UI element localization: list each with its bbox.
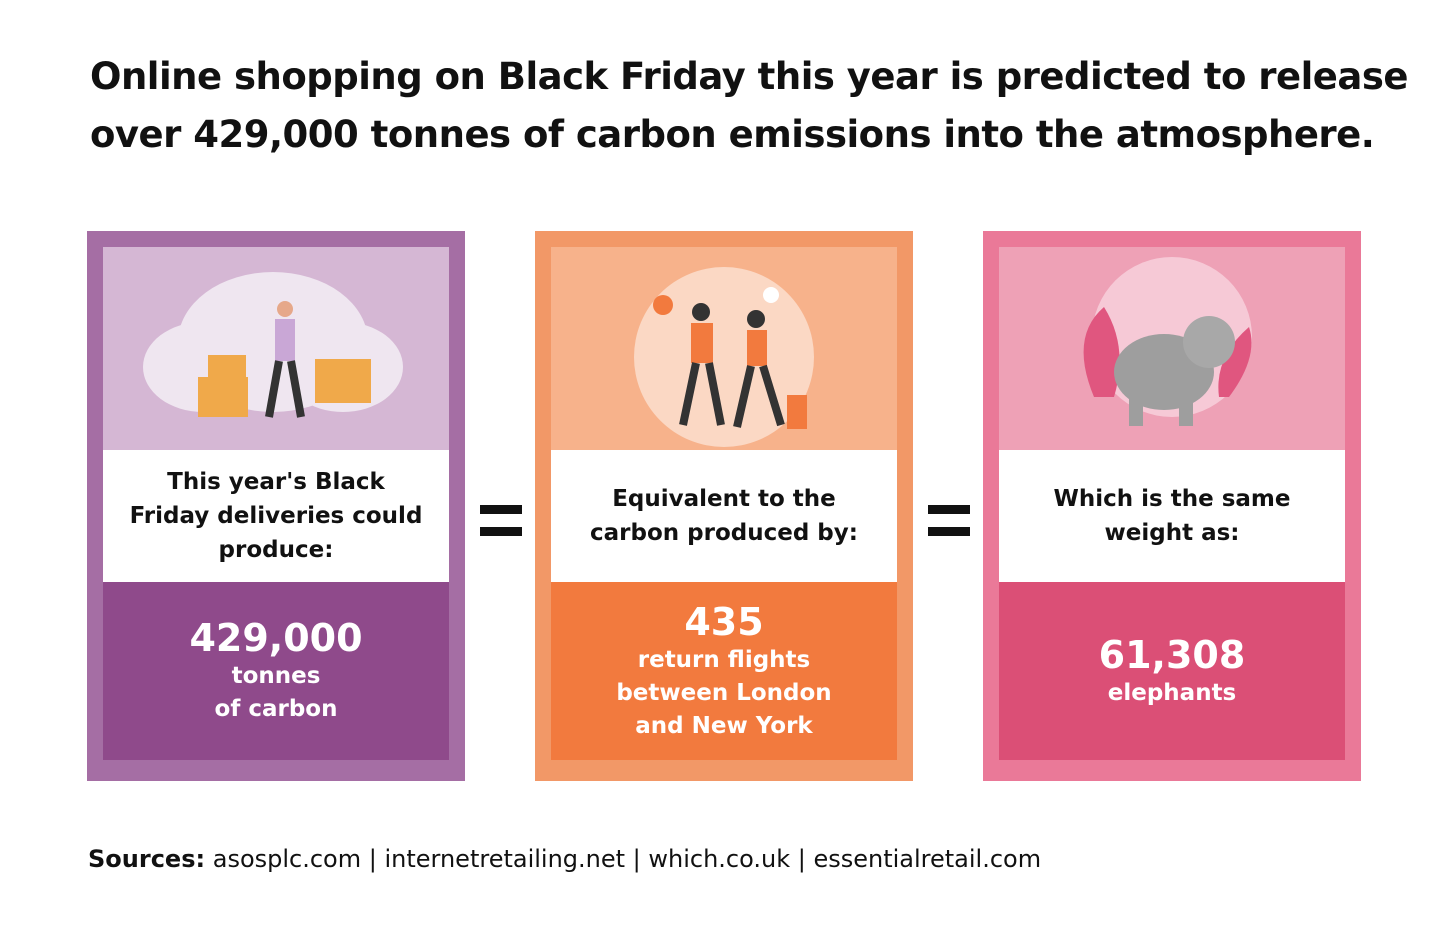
card: Equivalent to the carbon produced by: 43… <box>535 231 913 781</box>
illustration <box>999 247 1345 450</box>
card-value: 435 return flights between London and Ne… <box>551 582 897 760</box>
title-line: over 429,000 tonnes of carbon emissions … <box>90 113 1375 156</box>
card-label: This year's Black Friday deliveries coul… <box>103 450 449 582</box>
unit: and New York <box>635 712 813 739</box>
equals-sign <box>480 505 522 537</box>
unit: between London <box>616 679 832 706</box>
unit: return flights <box>637 646 811 673</box>
unit: of carbon <box>214 696 338 722</box>
unit: tonnes <box>231 663 321 689</box>
card-value: 61,308 elephants <box>999 582 1345 760</box>
equals-sign <box>928 505 970 537</box>
unit: elephants <box>1107 679 1237 706</box>
card-label: Which is the same weight as: <box>999 450 1345 582</box>
sources-text: asosplc.com | internetretailing.net | wh… <box>212 845 1042 873</box>
title-line: Online shopping on Black Friday this yea… <box>90 55 1408 98</box>
sources-label: Sources: <box>88 845 206 873</box>
value: 435 <box>684 599 764 644</box>
sources: Sources: asosplc.com | internetretailing… <box>88 845 1041 873</box>
value: 429,000 <box>189 616 363 660</box>
illustration <box>103 247 449 450</box>
card-value: 429,000 tonnes of carbon <box>103 582 449 760</box>
illustration <box>551 247 897 450</box>
card: Which is the same weight as: 61,308 elep… <box>983 231 1361 781</box>
card: This year's Black Friday deliveries coul… <box>87 231 465 781</box>
title: Online shopping on Black Friday this yea… <box>90 48 1408 164</box>
card-label: Equivalent to the carbon produced by: <box>551 450 897 582</box>
value: 61,308 <box>1098 632 1246 677</box>
